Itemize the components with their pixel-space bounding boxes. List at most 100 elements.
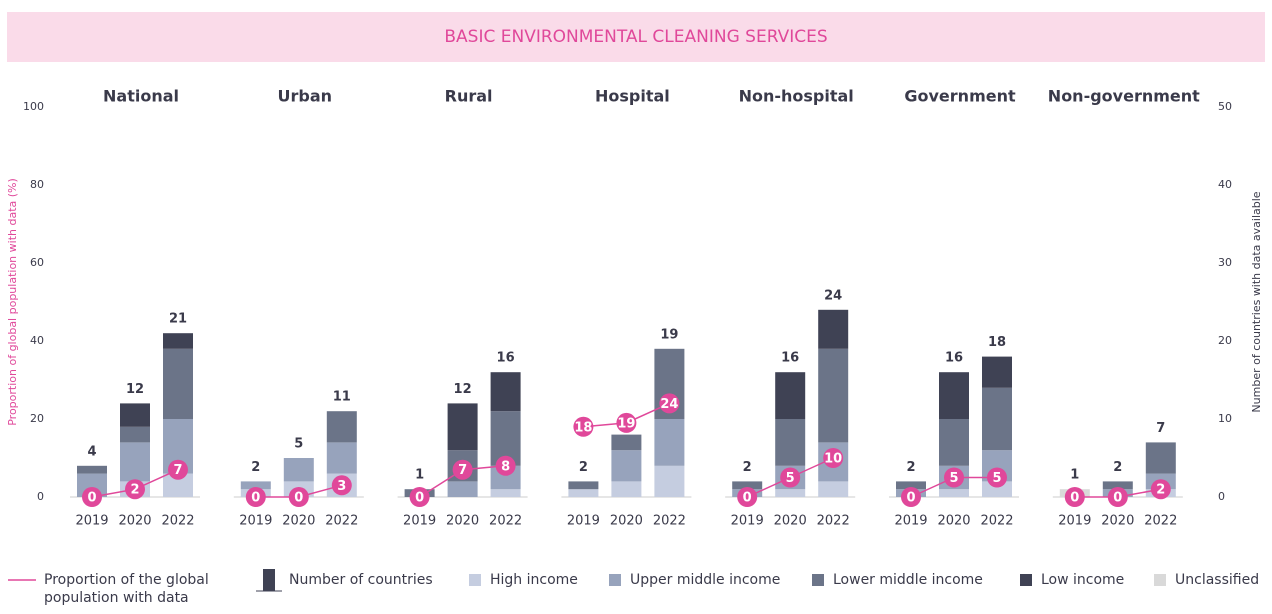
legend-label: High income — [490, 572, 578, 588]
bar-segment — [818, 481, 849, 497]
title-band — [7, 12, 1265, 62]
x-tick-label: 2020 — [610, 514, 643, 529]
bar-total-label: 16 — [945, 351, 963, 366]
proportion-label: 0 — [251, 491, 260, 506]
bar-total-label: 19 — [660, 327, 678, 342]
bar-segment — [775, 372, 806, 419]
legend-swatch — [469, 574, 481, 586]
bar-segment — [1102, 481, 1133, 490]
legend-swatch — [1154, 574, 1166, 586]
bar-segment — [568, 489, 599, 497]
bar-segment — [611, 450, 642, 482]
proportion-label: 7 — [173, 463, 182, 478]
y2-tick-label: 30 — [1218, 256, 1232, 269]
x-tick-label: 2020 — [774, 514, 807, 529]
proportion-marker — [737, 487, 758, 507]
proportion-label: 0 — [294, 491, 303, 506]
bar-segment — [982, 481, 1012, 497]
bar-total-label: 7 — [1156, 421, 1165, 436]
legend-total-icon — [263, 569, 275, 591]
proportion-label: 8 — [501, 459, 510, 474]
bar-segment — [818, 309, 849, 349]
panel-title: Hospital — [595, 87, 670, 106]
bar-segment — [447, 403, 478, 451]
proportion-label: 0 — [1070, 491, 1079, 506]
proportion-marker — [331, 475, 352, 496]
bar-segment — [982, 356, 1012, 388]
panel-title: National — [103, 87, 179, 106]
proportion-label: 5 — [992, 471, 1001, 486]
bar-segment — [982, 387, 1012, 451]
panel-title: Non-government — [1048, 87, 1200, 106]
proportion-label: 3 — [337, 479, 346, 494]
x-tick-label: 2022 — [325, 514, 358, 529]
x-tick-label: 2020 — [1101, 514, 1134, 529]
bar-segment — [775, 489, 806, 497]
bar-total-label: 24 — [824, 288, 842, 303]
bar-total-label: 16 — [497, 351, 515, 366]
bar-segment — [120, 442, 150, 482]
legend-label: Unclassified — [1175, 572, 1259, 588]
panel-title: Government — [904, 87, 1016, 106]
bar-total-label: 1 — [415, 468, 424, 483]
bar-segment — [1145, 442, 1176, 474]
bar-segment — [447, 481, 478, 497]
bar-segment — [654, 465, 685, 497]
x-tick-label: 2020 — [282, 514, 315, 529]
x-tick-label: 2019 — [731, 514, 764, 529]
y-tick-label: 20 — [30, 412, 44, 425]
bar-segment — [240, 481, 271, 490]
bar-total-label: 21 — [169, 312, 187, 327]
bar-total-label: 12 — [126, 382, 144, 397]
y2-axis-label: Number of countries with data available — [1250, 191, 1263, 412]
y-tick-label: 80 — [30, 178, 44, 191]
bar-total-label: 5 — [294, 437, 303, 452]
legend-label: Upper middle income — [630, 572, 780, 588]
proportion-marker — [495, 455, 516, 476]
y2-tick-label: 10 — [1218, 412, 1232, 425]
chart-title: BASIC ENVIRONMENTAL CLEANING SERVICES — [444, 27, 827, 47]
legend-swatch — [1020, 574, 1032, 586]
bar-segment — [490, 372, 521, 412]
y-tick-label: 60 — [30, 256, 44, 269]
bar-segment — [654, 419, 685, 466]
legend-swatch — [812, 574, 824, 586]
legend-label: Proportion of the global population with … — [44, 572, 209, 606]
bar-segment — [939, 419, 969, 466]
proportion-marker — [82, 487, 102, 507]
bar-segment — [163, 473, 193, 497]
proportion-marker — [1107, 487, 1128, 507]
y-tick-label: 0 — [37, 490, 44, 503]
legend-swatch — [609, 574, 621, 586]
proportion-marker — [987, 467, 1007, 488]
panel-title: Urban — [278, 87, 333, 106]
x-tick-label: 2020 — [118, 514, 151, 529]
bar-total-label: 12 — [454, 382, 472, 397]
panel-title: Non-hospital — [739, 87, 854, 106]
x-tick-label: 2022 — [161, 514, 194, 529]
proportion-marker — [659, 393, 680, 414]
bar-segment — [732, 481, 763, 490]
proportion-label: 2 — [130, 483, 139, 498]
bar-segment — [939, 489, 969, 497]
bar-total-label: 2 — [579, 460, 588, 475]
proportion-marker — [452, 459, 473, 480]
x-tick-label: 2019 — [1058, 514, 1091, 529]
proportion-label: 18 — [574, 420, 592, 435]
bar-total-label: 4 — [87, 444, 96, 459]
x-tick-label: 2019 — [894, 514, 927, 529]
proportion-marker — [245, 487, 266, 507]
bar-segment — [163, 348, 193, 419]
proportion-marker — [409, 487, 430, 507]
proportion-marker — [823, 448, 844, 468]
bar-total-label: 2 — [743, 460, 752, 475]
bar-total-label: 11 — [333, 390, 351, 405]
x-tick-label: 2020 — [446, 514, 479, 529]
x-tick-label: 2019 — [403, 514, 436, 529]
bar-segment — [283, 458, 314, 482]
legend-label: Low income — [1041, 572, 1124, 588]
x-tick-label: 2022 — [817, 514, 850, 529]
x-tick-label: 2019 — [567, 514, 600, 529]
y2-tick-label: 20 — [1218, 334, 1232, 347]
